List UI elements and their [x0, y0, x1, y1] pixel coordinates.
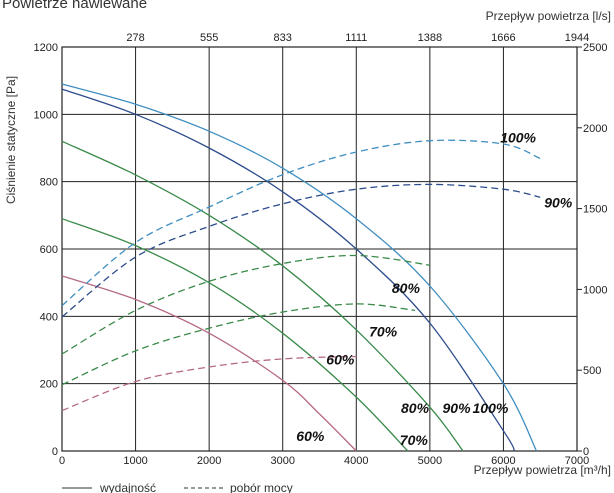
x-tick-label: 1000 — [123, 455, 147, 467]
y-tick-label: 600 — [40, 244, 58, 256]
power-label-70: 70% — [369, 323, 398, 339]
x-tick-label: 2000 — [197, 455, 221, 467]
x-tick-label: 6000 — [491, 455, 515, 467]
power-label-90: 90% — [544, 194, 573, 210]
y-tick-label: 200 — [40, 379, 58, 391]
x2-tick-label: 555 — [200, 32, 218, 44]
y-tick-label: 800 — [40, 177, 58, 189]
performance-curve-80 — [61, 140, 464, 452]
x-tick-label: 5000 — [418, 455, 442, 467]
y2-tick-label: 1000 — [583, 284, 607, 296]
x2-tick-label: 1111 — [345, 32, 367, 44]
power-curve-70 — [61, 303, 416, 386]
x-tick-label: 3000 — [270, 455, 294, 467]
x-axis-label: Przepływ powietrza [m³/h] — [474, 463, 611, 477]
legend-dashed-label: pobór mocy — [230, 481, 293, 493]
legend: wydajność pobór mocy — [62, 481, 293, 493]
power-curve-90 — [61, 183, 541, 318]
performance-label-60: 60% — [296, 428, 325, 444]
power-curve-80 — [61, 254, 430, 355]
x2-tick-label: 1666 — [491, 32, 515, 44]
percent-labels: 60% 70%80% 90% 100%60%70%80%90%100% — [296, 130, 572, 449]
x-tick-label: 0 — [59, 455, 65, 467]
y-axis-label: Ciśnienie statyczne [Pa] — [4, 76, 18, 204]
y2-tick-label: 0 — [583, 446, 589, 458]
y2-tick-label: 500 — [583, 365, 601, 377]
legend-solid-label: wydajność — [99, 481, 156, 493]
y-tick-label: 1200 — [34, 42, 58, 54]
performance-label-90: 90% — [443, 400, 472, 416]
x2-tick-label: 1388 — [418, 32, 442, 44]
plot-frame — [61, 46, 578, 452]
y-tick-label: 0 — [52, 446, 58, 458]
performance-label-80: 80% — [401, 400, 430, 416]
y-tick-label: 1000 — [34, 109, 58, 121]
power-label-100: 100% — [500, 130, 536, 146]
grid — [62, 47, 577, 451]
performance-label-100: 100% — [473, 400, 509, 416]
x2-tick-label: 833 — [274, 32, 292, 44]
x2-tick-label: 278 — [126, 32, 144, 44]
y2-tick-label: 2000 — [583, 123, 607, 135]
y2-tick-label: 2500 — [583, 42, 607, 54]
performance-label-70: 70% — [400, 432, 429, 448]
power-label-80: 80% — [392, 280, 421, 296]
performance-curve-90 — [61, 88, 516, 452]
power-label-60: 60% — [326, 352, 355, 368]
performance-curve-100 — [61, 83, 538, 452]
series-group — [61, 83, 541, 452]
x2-tick-label: 1944 — [565, 32, 589, 44]
y-tick-label: 400 — [40, 311, 58, 323]
performance-curve-60 — [61, 275, 357, 452]
top-axis-label: Przepływ powietrza [l/s] — [486, 9, 611, 23]
chart-title: Powietrze nawiewane — [2, 0, 147, 12]
x-tick-label: 4000 — [344, 455, 368, 467]
y2-tick-label: 1500 — [583, 204, 607, 216]
power-curve-60 — [61, 355, 357, 412]
x-tick-label: 7000 — [565, 455, 589, 467]
